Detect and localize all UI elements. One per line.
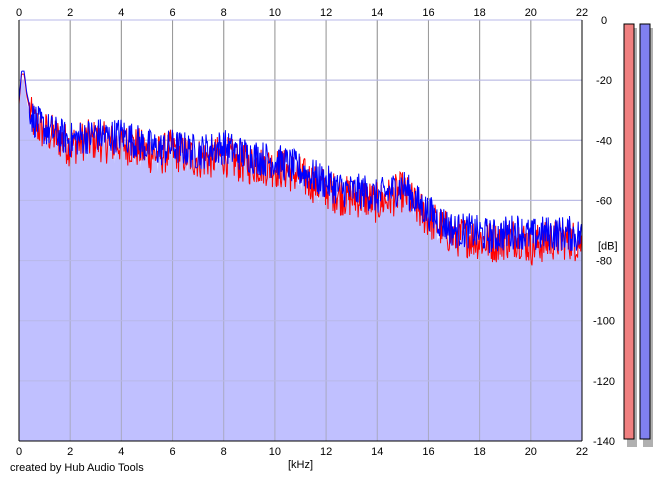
level-meter-1 [623, 23, 635, 440]
y-axis-label: [dB] [598, 241, 618, 253]
x-tick-label-bottom: 8 [221, 446, 227, 458]
x-tick-label-top: 8 [221, 7, 227, 19]
y-tick-label: -60 [596, 195, 612, 207]
credit-text: created by Hub Audio Tools [10, 462, 144, 474]
level-meters [623, 23, 653, 447]
x-tick-label-bottom: 10 [269, 446, 281, 458]
y-tick-label: -100 [593, 316, 615, 328]
x-tick-label-top: 12 [320, 7, 332, 19]
x-tick-label-top: 4 [118, 7, 124, 19]
x-tick-label-top: 10 [269, 7, 281, 19]
axis-layer: 002244668810101212141416161818202022220-… [16, 7, 615, 458]
y-tick-label: -120 [593, 376, 615, 388]
y-tick-label: -80 [596, 256, 612, 268]
y-tick-label: 0 [601, 15, 607, 27]
x-tick-label-bottom: 0 [16, 446, 22, 458]
x-axis-label: [kHz] [288, 459, 313, 471]
x-tick-label-top: 2 [67, 7, 73, 19]
x-tick-label-top: 6 [169, 7, 175, 19]
x-tick-label-bottom: 20 [525, 446, 537, 458]
x-tick-label-bottom: 4 [118, 446, 124, 458]
x-tick-label-top: 22 [576, 7, 588, 19]
y-tick-label: -20 [596, 75, 612, 87]
x-tick-label-bottom: 18 [474, 446, 486, 458]
x-tick-label-bottom: 22 [576, 446, 588, 458]
x-tick-label-bottom: 14 [371, 446, 383, 458]
x-tick-label-top: 16 [422, 7, 434, 19]
x-tick-label-bottom: 12 [320, 446, 332, 458]
x-tick-label-bottom: 2 [67, 446, 73, 458]
x-tick-label-top: 14 [371, 7, 383, 19]
series-line-2 [18, 70, 583, 254]
y-tick-label: -140 [593, 436, 615, 448]
level-meter-2 [639, 23, 651, 440]
x-tick-label-top: 0 [16, 7, 22, 19]
x-tick-label-top: 18 [474, 7, 486, 19]
x-tick-label-top: 20 [525, 7, 537, 19]
y-tick-label: -40 [596, 135, 612, 147]
x-tick-label-bottom: 16 [422, 446, 434, 458]
x-tick-label-bottom: 6 [169, 446, 175, 458]
